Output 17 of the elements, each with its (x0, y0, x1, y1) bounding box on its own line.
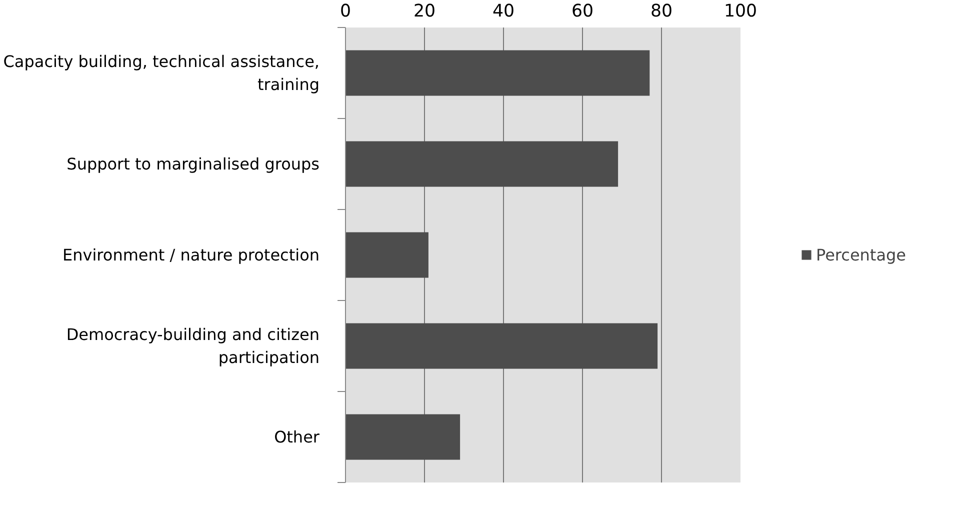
y-tick-label: Democracy-building and citizen participation (66, 325, 320, 367)
x-tick-label: 0 (340, 2, 352, 22)
x-tick-label: 60 (571, 2, 594, 22)
y-tick-label: Capacity building, technical assistance, training (3, 52, 320, 94)
bar (346, 232, 428, 278)
bar (346, 323, 658, 369)
x-tick-label: 100 (724, 2, 758, 22)
x-tick-label: 40 (492, 2, 515, 22)
y-tick-label: Environment / nature protection (62, 246, 320, 264)
x-tick-label: 80 (650, 2, 673, 22)
x-tick-label: 20 (413, 2, 436, 22)
y-tick-label: Other (274, 428, 320, 446)
bar (346, 50, 650, 96)
bar (346, 141, 618, 187)
legend-label: Percentage (816, 245, 906, 264)
y-tick-label: Support to marginalised groups (66, 154, 320, 174)
bar (346, 414, 460, 460)
